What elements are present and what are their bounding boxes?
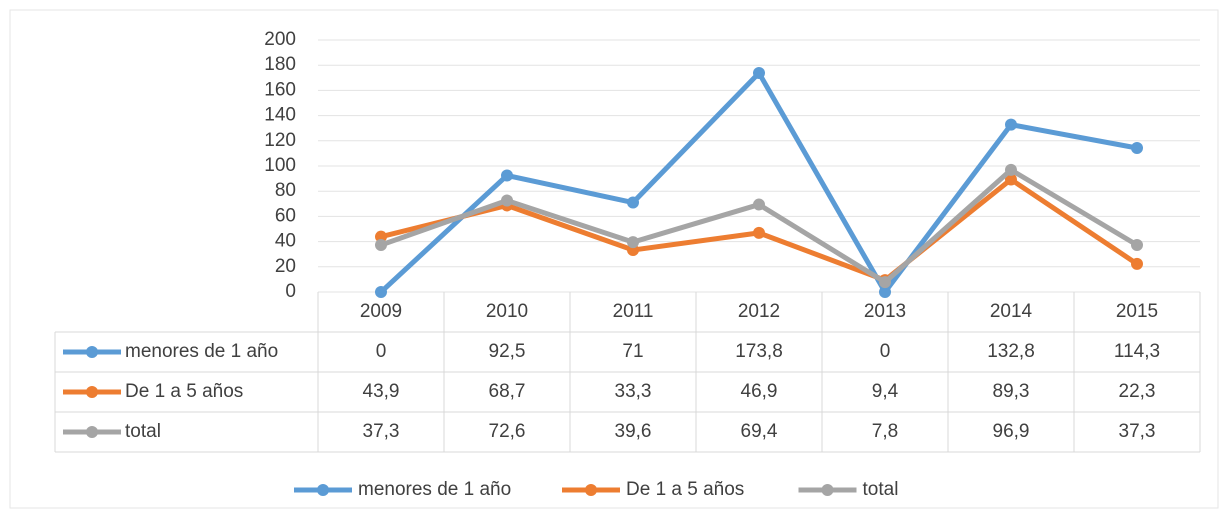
y-tick-label: 20 [275,256,296,277]
table-value: 0 [880,341,891,362]
table-value: 43,9 [363,381,400,402]
series-marker [501,194,513,207]
series-marker [501,169,513,182]
legend-marker [86,386,98,398]
table-value: 68,7 [489,381,526,402]
series-marker [879,286,891,298]
table-value: 72,6 [489,421,526,442]
series-marker [1005,118,1017,131]
table-value: 71 [622,341,643,362]
series-marker [753,67,765,80]
y-tick-label: 60 [275,205,296,226]
y-tick-label: 120 [264,130,296,151]
series-marker [753,226,765,239]
table-value: 96,9 [993,421,1030,442]
chart-frame [9,9,1219,509]
y-tick-label: 80 [275,180,296,201]
table-value: 132,8 [987,341,1035,362]
y-tick-label: 140 [264,105,296,126]
table-value: 9,4 [872,381,899,402]
table-value: 37,3 [1119,421,1156,442]
table-value: 92,5 [489,341,526,362]
y-tick-label: 160 [264,79,296,100]
x-tick-label: 2015 [1116,301,1158,322]
legend-label: menores de 1 año [358,479,511,500]
table-value: 33,3 [615,381,652,402]
y-tick-label: 0 [285,281,296,302]
series-marker [1131,141,1143,154]
series-marker [1131,257,1143,270]
table-value: 89,3 [993,381,1030,402]
x-tick-label: 2013 [864,301,906,322]
table-series-name: total [125,421,161,442]
table-value: 39,6 [615,421,652,442]
series-marker [753,198,765,211]
y-tick-label: 180 [264,54,296,75]
series-marker [375,286,387,298]
legend-marker [86,346,98,358]
y-tick-label: 200 [264,29,296,50]
legend-marker [821,484,834,496]
table-value: 173,8 [735,341,783,362]
series-marker [1131,239,1143,252]
series-marker [375,239,387,252]
legend-marker [86,426,98,438]
series-marker [627,236,639,249]
x-tick-label: 2012 [738,301,780,322]
table-value: 69,4 [741,421,778,442]
x-tick-label: 2009 [360,301,402,322]
legend-label: De 1 a 5 años [626,479,744,500]
y-tick-label: 100 [264,155,296,176]
table-value: 46,9 [741,381,778,402]
legend-marker [585,484,597,496]
legend-label: total [863,479,899,500]
table-value: 22,3 [1119,381,1156,402]
series-marker [627,196,639,209]
x-tick-label: 2010 [486,301,528,322]
series-marker [1005,173,1017,186]
x-tick-label: 2014 [990,301,1033,322]
series-marker [375,230,387,243]
table-value: 7,8 [872,421,898,442]
legend-marker [317,484,329,496]
x-tick-label: 2011 [613,301,654,322]
series-marker [1005,163,1017,176]
table-series-name: menores de 1 año [125,341,278,362]
series-marker [879,276,891,289]
table-value: 0 [376,341,387,362]
y-tick-label: 40 [275,231,296,252]
table-value: 114,3 [1114,341,1160,362]
table-value: 37,3 [363,421,400,442]
table-series-name: De 1 a 5 años [125,381,243,402]
